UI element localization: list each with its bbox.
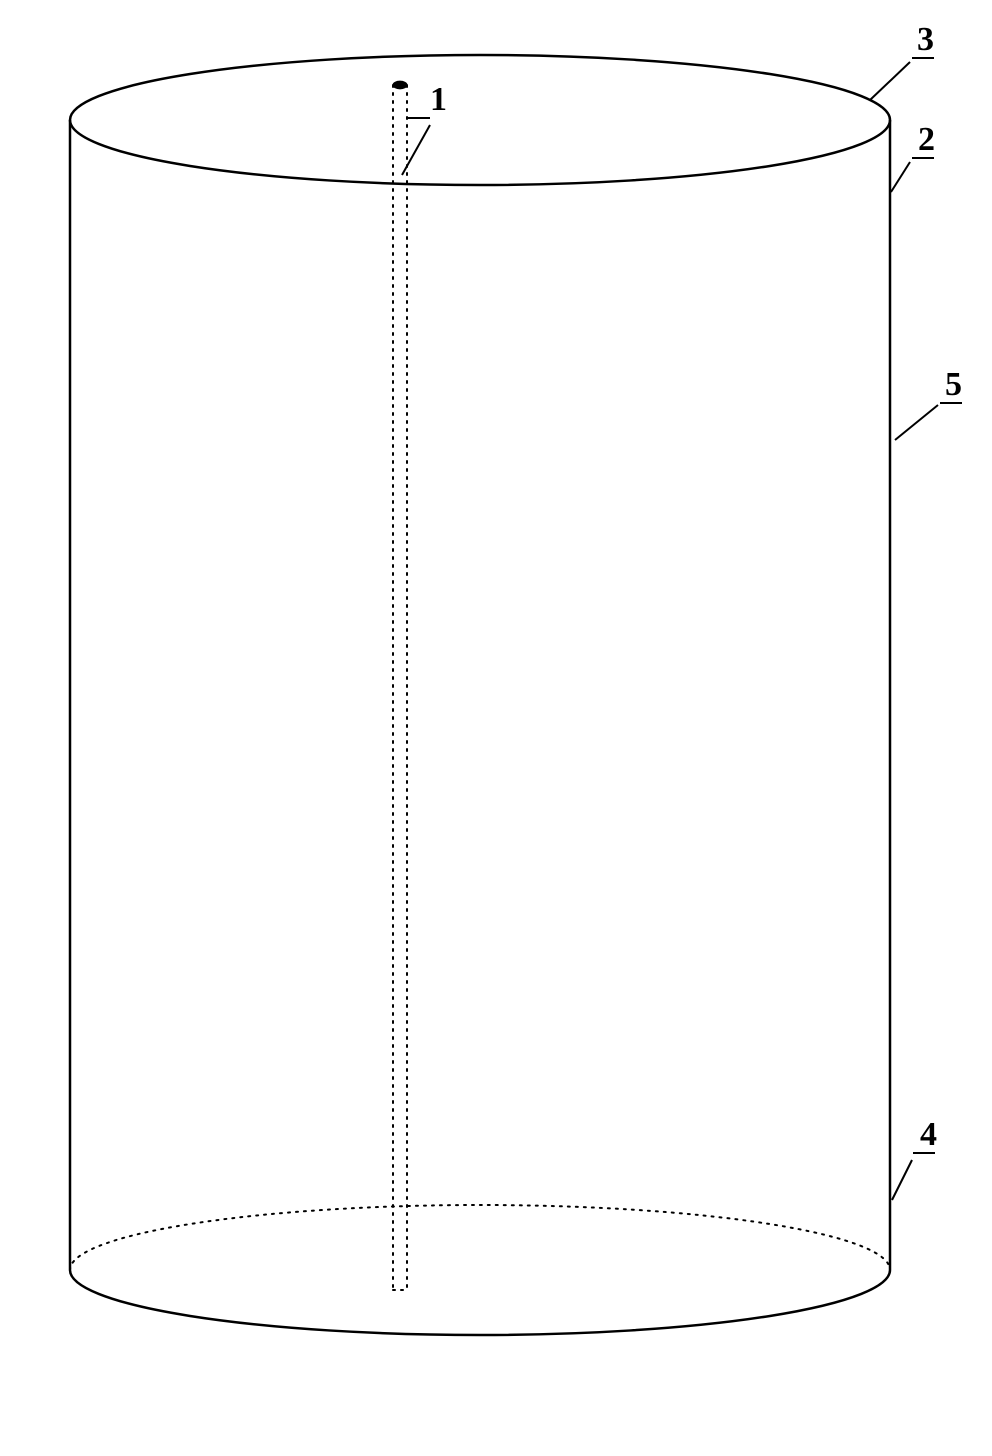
callout-1-label: 1 xyxy=(430,81,447,118)
callout-3-label: 3 xyxy=(917,21,934,58)
cylinder-top-ellipse xyxy=(70,55,890,185)
callout-4-leader xyxy=(892,1160,912,1200)
inner-rod-top-cap xyxy=(393,81,407,89)
callout-3-leader xyxy=(870,62,910,100)
callout-1: 1 xyxy=(402,81,447,175)
callout-2: 2 xyxy=(891,121,935,192)
callout-2-label: 2 xyxy=(918,121,935,158)
callout-5: 5 xyxy=(895,366,962,440)
cylinder xyxy=(70,55,890,1335)
callout-5-leader xyxy=(895,405,938,440)
callout-3: 3 xyxy=(870,21,934,100)
cylinder-bottom-back-arc xyxy=(70,1205,890,1270)
callout-4-label: 4 xyxy=(920,1116,937,1153)
inner-rod xyxy=(393,81,407,1290)
callout-2-leader xyxy=(891,162,910,192)
cylinder-bottom-front-arc xyxy=(70,1270,890,1335)
callout-5-label: 5 xyxy=(945,366,962,403)
callout-4: 4 xyxy=(892,1116,937,1200)
